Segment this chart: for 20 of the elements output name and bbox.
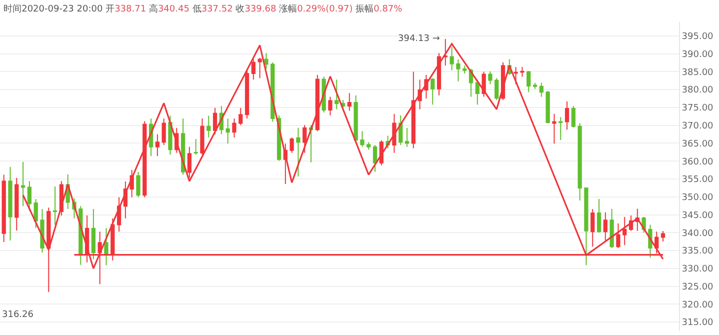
y-tick-label: 345.00: [682, 210, 714, 221]
y-tick-label: 380.00: [682, 86, 714, 96]
y-tick-label: 360.00: [682, 157, 714, 168]
y-tick-label: 390.00: [682, 50, 714, 60]
y-tick-label: 315.00: [682, 318, 714, 328]
y-tick-label: 335.00: [682, 246, 714, 257]
y-tick-label: 385.00: [682, 68, 714, 78]
y-tick-label: 340.00: [682, 228, 714, 239]
y-tick-label: 375.00: [682, 104, 714, 114]
y-tick-label: 320.00: [682, 300, 714, 310]
y-tick-label: 370.00: [682, 122, 714, 132]
y-tick-label: 365.00: [682, 139, 714, 150]
y-tick-label: 355.00: [682, 175, 714, 186]
y-tick-label: 330.00: [682, 264, 714, 275]
y-tick-label: 395.00: [682, 32, 714, 42]
annotation: 316.26: [2, 310, 34, 320]
chart-title: 时间2020-09-23 20:00 开338.71 高340.45 低337.52 收339.68 涨幅0.29%(0.97) 振幅0.87%: [4, 4, 402, 14]
annotation: 394.13 →: [398, 34, 440, 44]
y-tick-label: 350.00: [682, 193, 714, 204]
y-tick-label: 325.00: [682, 282, 714, 292]
